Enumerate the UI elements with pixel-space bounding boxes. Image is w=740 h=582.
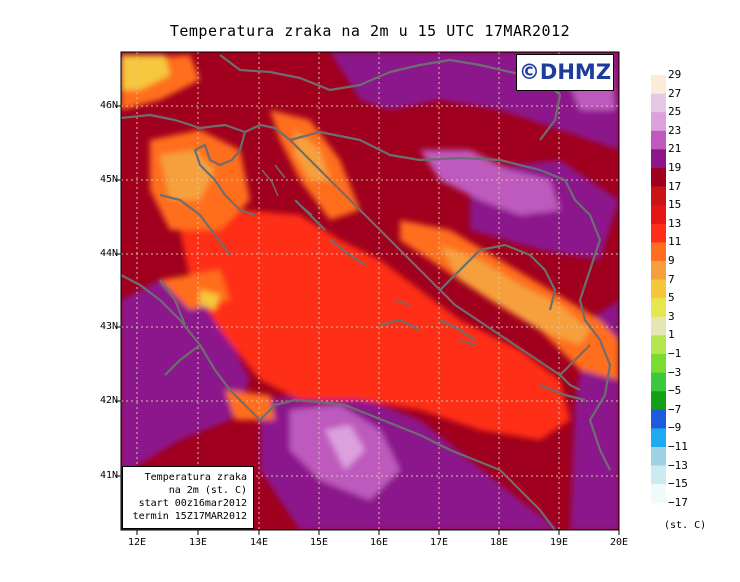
- colorbar-label: −13: [668, 458, 688, 472]
- lon-label-15e: 15E: [309, 537, 329, 548]
- colorbar-swatch: [651, 335, 666, 355]
- colorbar-label: 15: [668, 198, 682, 212]
- dhmz-logo: ©DHMZ: [516, 54, 614, 91]
- colorbar-label: 11: [668, 235, 682, 249]
- lat-label-41n: 41N: [99, 470, 118, 481]
- colorbar-label: 9: [668, 254, 675, 267]
- colorbar-unit: (st. C): [664, 520, 707, 531]
- colorbar-swatch: [651, 354, 666, 373]
- info-line-4: termin 15Z17MAR2012: [132, 511, 247, 522]
- colorbar: [651, 75, 666, 504]
- colorbar-label: −11: [668, 440, 688, 453]
- colorbar-label: −1: [668, 347, 682, 360]
- colorbar-swatch: [651, 130, 666, 150]
- colorbar-label: 1: [668, 328, 675, 342]
- gridlines: [121, 52, 619, 530]
- info-box: Temperatura zraka na 2m (st. C) start 00…: [122, 466, 254, 529]
- colorbar-label: 5: [668, 291, 675, 305]
- colorbar-label: −15: [668, 477, 688, 491]
- colorbar-swatch: [651, 149, 666, 169]
- colorbar-label: 13: [668, 216, 682, 230]
- info-line-1: Temperatura zraka: [144, 472, 247, 483]
- lon-label-14e: 14E: [249, 537, 269, 548]
- lon-label-19e: 19E: [549, 537, 569, 548]
- colorbar-swatch: [651, 223, 666, 243]
- colorbar-swatch: [651, 428, 666, 448]
- lat-label-42n: 42N: [99, 395, 118, 406]
- colorbar-label: 3: [668, 309, 675, 323]
- temperature-field: [121, 52, 619, 530]
- colorbar-label: 19: [668, 161, 682, 174]
- colorbar-label: 23: [668, 123, 682, 137]
- colorbar-swatch: [651, 372, 666, 392]
- lat-label-44n: 44N: [99, 248, 118, 259]
- colorbar-swatch: [651, 168, 666, 187]
- colorbar-label: 27: [668, 86, 682, 100]
- lat-label-45n: 45N: [99, 174, 118, 185]
- lon-label-17e: 17E: [429, 537, 449, 548]
- colorbar-swatch: [651, 261, 666, 280]
- colorbar-swatch: [651, 465, 666, 485]
- colorbar-swatch: [651, 298, 666, 318]
- colorbar-label: −3: [668, 365, 682, 379]
- colorbar-label: −5: [668, 384, 682, 398]
- colorbar-swatch: [651, 205, 666, 225]
- colorbar-swatch: [651, 447, 666, 466]
- colorbar-label: −7: [668, 402, 682, 416]
- info-line-2: na 2m (st. C): [168, 485, 247, 496]
- lon-label-12e: 12E: [127, 537, 147, 548]
- lon-label-16e: 16E: [369, 537, 389, 548]
- lon-label-13e: 13E: [188, 537, 208, 548]
- colorbar-label: 29: [668, 68, 682, 81]
- colorbar-label: 25: [668, 105, 682, 119]
- colorbar-label: −17: [668, 495, 688, 509]
- islands: [261, 164, 476, 346]
- colorbar-label: 21: [668, 142, 682, 156]
- axis-ticks: [116, 105, 620, 535]
- colorbar-label: 17: [668, 179, 682, 193]
- lat-label-43n: 43N: [99, 321, 118, 332]
- map-frame: [120, 51, 620, 531]
- colorbar-label: 7: [668, 272, 675, 286]
- colorbar-swatch: [651, 75, 666, 94]
- colorbar-swatch: [651, 316, 666, 336]
- info-line-3: start 00z16mar2012: [138, 498, 247, 509]
- colorbar-swatch: [651, 391, 666, 411]
- lon-label-20e: 20E: [609, 537, 629, 548]
- colorbar-swatch: [651, 186, 666, 206]
- colorbar-swatch: [651, 93, 666, 113]
- lat-label-46n: 46N: [99, 100, 118, 111]
- colorbar-label: −9: [668, 421, 682, 435]
- colorbar-swatch: [651, 112, 666, 132]
- lon-label-18e: 18E: [489, 537, 509, 548]
- colorbar-swatch: [651, 409, 666, 429]
- colorbar-swatch: [651, 279, 666, 299]
- colorbar-swatch: [651, 484, 666, 504]
- colorbar-swatch: [651, 242, 666, 262]
- map-title: Temperatura zraka na 2m u 15 UTC 17MAR20…: [169, 22, 571, 40]
